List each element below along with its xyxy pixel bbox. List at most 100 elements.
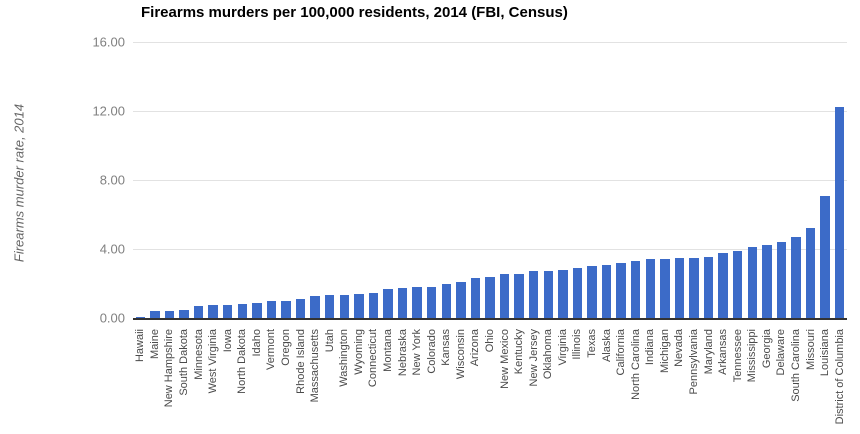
x-tick-label-text: Mississippi	[746, 329, 759, 383]
bar-arizona	[470, 277, 481, 318]
bar-south-carolina	[791, 236, 801, 318]
bar-mississippi	[747, 247, 758, 318]
x-tick-label-text: Wyoming	[352, 329, 365, 375]
x-tick-label-text: Maryland	[702, 329, 715, 375]
bar-new-jersey	[528, 271, 539, 318]
x-tick-label-text: Minnesota	[192, 329, 205, 380]
x-tick-label-text: Oklahoma	[542, 329, 555, 380]
bar-massachusetts	[310, 296, 320, 318]
bar-west-virginia	[208, 304, 218, 318]
bar-iowa	[222, 304, 233, 318]
x-tick-label-text: Ohio	[484, 329, 496, 353]
x-tick-label-text: Utah	[323, 329, 336, 353]
x-tick-label-text: Missouri	[804, 329, 817, 370]
bar-texas	[587, 266, 597, 318]
bar-connecticut	[368, 292, 379, 318]
bar-california	[616, 263, 626, 318]
bar-wyoming	[354, 293, 364, 318]
bar-rhode-island	[295, 299, 306, 318]
x-tick-label-text: South Dakota	[178, 329, 190, 396]
gridline	[133, 111, 847, 112]
bar-montana	[383, 289, 393, 318]
x-tick-label-text: Connecticut	[367, 329, 380, 388]
y-tick-label: 4.00	[99, 241, 125, 257]
bar-kansas	[441, 284, 452, 318]
x-tick-label-text: Kentucky	[513, 329, 526, 375]
x-tick-label-text: New York	[411, 329, 424, 376]
bar-colorado	[426, 286, 437, 318]
x-tick-label-text: New Hampshire	[163, 329, 176, 408]
bar-nebraska	[397, 287, 408, 318]
bar-utah	[324, 295, 335, 318]
gridline	[133, 180, 847, 181]
bar-georgia	[762, 244, 772, 318]
bar-missouri	[805, 227, 816, 318]
bar-idaho	[252, 303, 262, 318]
bar-tennessee	[732, 250, 743, 318]
y-tick-label: 0.00	[99, 310, 125, 326]
x-tick-label-text: Iowa	[221, 329, 234, 353]
x-tick-label-text: Rhode Island	[294, 329, 307, 394]
x-tick-label-text: Vermont	[265, 329, 278, 370]
x-tick-label-text: Washington	[338, 329, 351, 387]
bar-south-dakota	[179, 309, 189, 318]
x-tick-label-text: Alaska	[600, 329, 613, 363]
bar-oregon	[281, 301, 291, 318]
y-tick-label: 12.00	[92, 103, 125, 119]
x-tick-label-text: Oregon	[280, 329, 292, 366]
x-tick-label-text: Virginia	[556, 329, 569, 366]
x-tick-label-text: Indiana	[644, 329, 657, 366]
bar-washington	[339, 294, 350, 318]
bar-district-of-columbia	[834, 107, 845, 318]
bar-new-york	[412, 287, 422, 318]
x-tick-label-text: West Virginia	[207, 329, 220, 394]
x-tick-label-text: New Jersey	[527, 329, 540, 387]
x-tick-label-text: Texas	[586, 329, 598, 358]
y-axis-title: Firearms murder rate, 2014	[11, 103, 27, 263]
x-tick-label-text: District of Columbia	[833, 329, 846, 425]
y-tick-label: 16.00	[92, 34, 125, 50]
x-tick-label-text: Colorado	[425, 329, 438, 374]
bar-wisconsin	[456, 282, 466, 318]
y-tick-label: 8.00	[99, 172, 125, 188]
x-tick-label-text: Wisconsin	[454, 329, 467, 380]
x-tick-label-text: Nevada	[673, 329, 686, 367]
gridline	[133, 249, 847, 250]
bar-hawaii	[135, 316, 146, 318]
x-tick-label-text: Arkansas	[717, 329, 730, 375]
x-tick-label-text: California	[615, 329, 628, 376]
x-tick-label-text: Massachusetts	[309, 329, 322, 403]
bar-north-dakota	[237, 304, 248, 318]
x-tick-label-text: Arizona	[469, 329, 482, 367]
x-tick-label-text: Hawaii	[134, 329, 147, 363]
x-tick-label-text: Louisiana	[819, 329, 832, 377]
bar-new-hampshire	[164, 311, 175, 318]
bar-arkansas	[718, 253, 728, 318]
plot-area	[133, 42, 847, 318]
bar-oklahoma	[543, 270, 554, 318]
bar-kentucky	[514, 273, 524, 318]
x-tick-label-text: Michigan	[658, 329, 671, 374]
bars-group	[133, 42, 847, 318]
bar-vermont	[266, 301, 277, 318]
x-tick-label-text: North Carolina	[629, 329, 642, 400]
gridline	[133, 42, 847, 43]
x-tick-label-text: North Dakota	[236, 329, 249, 394]
bar-north-carolina	[630, 260, 641, 318]
bar-indiana	[645, 259, 656, 318]
x-tick-label-text: Kansas	[440, 329, 453, 366]
x-tick-label-text: Illinois	[571, 329, 584, 360]
bar-michigan	[660, 258, 670, 318]
bar-new-mexico	[499, 274, 510, 318]
bar-ohio	[485, 276, 495, 318]
x-tick-label-text: Idaho	[250, 329, 263, 357]
x-tick-label-text: Maine	[148, 329, 161, 359]
x-tick-label-text: New Mexico	[498, 329, 511, 389]
bar-maryland	[703, 256, 714, 318]
bar-maine	[150, 311, 160, 318]
bar-delaware	[776, 242, 787, 318]
x-tick-label-text: Tennessee	[731, 329, 744, 383]
chart-title: Firearms murders per 100,000 residents, …	[141, 4, 568, 21]
bar-nevada	[674, 258, 685, 318]
x-tick-label-text: Montana	[382, 329, 394, 372]
